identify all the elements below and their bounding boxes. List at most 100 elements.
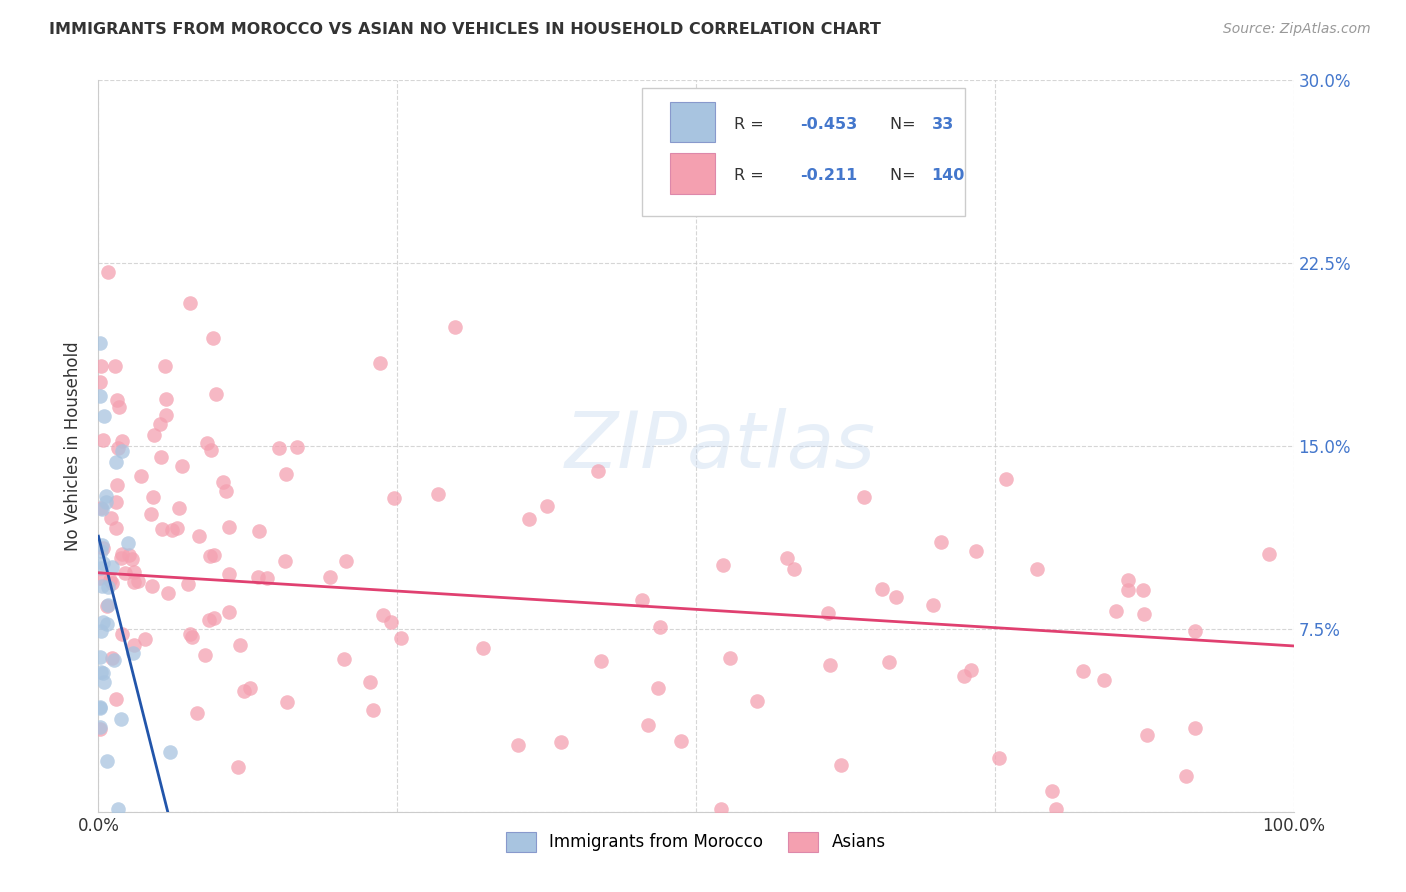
Legend: Immigrants from Morocco, Asians: Immigrants from Morocco, Asians <box>499 826 893 858</box>
Point <box>159 746 181 760</box>
Point <box>995 472 1018 486</box>
Text: 140: 140 <box>931 168 965 183</box>
Point <box>226 760 249 774</box>
Point <box>194 648 217 662</box>
Point <box>103 653 125 667</box>
Point <box>987 751 1010 765</box>
Point <box>427 487 450 501</box>
Point <box>471 641 494 656</box>
Point <box>114 566 136 580</box>
Point <box>506 739 529 753</box>
Point <box>139 507 162 521</box>
Point <box>218 567 240 582</box>
Point <box>195 436 218 450</box>
Point <box>830 757 852 772</box>
Point <box>370 356 392 370</box>
Point <box>319 570 342 584</box>
Point <box>107 441 129 455</box>
Point <box>127 574 149 589</box>
Point <box>922 598 945 612</box>
Point <box>172 458 194 473</box>
Point <box>205 386 228 401</box>
Point <box>107 802 129 816</box>
Text: R =: R = <box>734 168 769 183</box>
Point <box>229 638 252 652</box>
Point <box>167 500 190 515</box>
Point <box>710 802 733 816</box>
Point <box>97 265 120 279</box>
Point <box>93 409 115 424</box>
Point <box>111 627 134 641</box>
Point <box>90 359 112 373</box>
Point <box>783 562 806 576</box>
Point <box>141 579 163 593</box>
Point <box>218 520 240 534</box>
Point <box>380 615 402 629</box>
Text: N=: N= <box>890 117 921 132</box>
Text: Source: ZipAtlas.com: Source: ZipAtlas.com <box>1223 22 1371 37</box>
Point <box>89 375 111 389</box>
Point <box>89 389 111 403</box>
Point <box>108 400 131 414</box>
Point <box>877 655 900 669</box>
Point <box>1132 583 1154 598</box>
Point <box>91 579 114 593</box>
Point <box>111 547 134 561</box>
Point <box>90 624 112 639</box>
Point <box>202 611 225 625</box>
Point <box>104 359 127 373</box>
Point <box>382 491 405 506</box>
Point <box>198 614 221 628</box>
Point <box>100 650 122 665</box>
Point <box>215 483 238 498</box>
Point <box>91 541 114 555</box>
Point <box>179 295 201 310</box>
Point <box>89 335 111 350</box>
Point <box>186 706 208 721</box>
Point <box>98 573 121 587</box>
Text: -0.453: -0.453 <box>800 117 858 132</box>
Point <box>630 593 652 607</box>
Point <box>117 535 139 549</box>
Point <box>1040 784 1063 798</box>
Point <box>150 450 173 465</box>
Point <box>650 620 672 634</box>
Point <box>97 580 120 594</box>
Point <box>166 521 188 535</box>
Point <box>179 627 201 641</box>
Point <box>90 544 112 558</box>
Point <box>96 599 118 613</box>
Point <box>818 658 841 673</box>
Point <box>952 669 974 683</box>
Point <box>276 696 298 710</box>
Point <box>91 502 114 516</box>
Point <box>637 717 659 731</box>
Point <box>1116 573 1139 587</box>
Point <box>198 549 221 564</box>
Point <box>239 681 262 695</box>
Point <box>711 558 734 573</box>
Point <box>959 664 981 678</box>
Point <box>134 632 156 647</box>
Point <box>155 408 177 422</box>
Point <box>256 571 278 585</box>
Point <box>94 489 117 503</box>
Point <box>155 392 177 406</box>
Point <box>1184 624 1206 639</box>
Point <box>188 529 211 543</box>
Y-axis label: No Vehicles in Household: No Vehicles in Household <box>65 341 83 551</box>
Point <box>91 433 114 447</box>
Point <box>274 554 297 568</box>
Point <box>211 475 233 490</box>
Point <box>1092 673 1115 687</box>
Point <box>90 538 112 552</box>
Point <box>89 650 111 665</box>
Point <box>89 722 111 736</box>
Point <box>359 674 381 689</box>
Point <box>104 495 127 509</box>
Text: N=: N= <box>890 168 921 183</box>
Point <box>100 560 122 574</box>
Point <box>218 605 240 619</box>
Point <box>373 607 395 622</box>
Point <box>121 551 143 566</box>
